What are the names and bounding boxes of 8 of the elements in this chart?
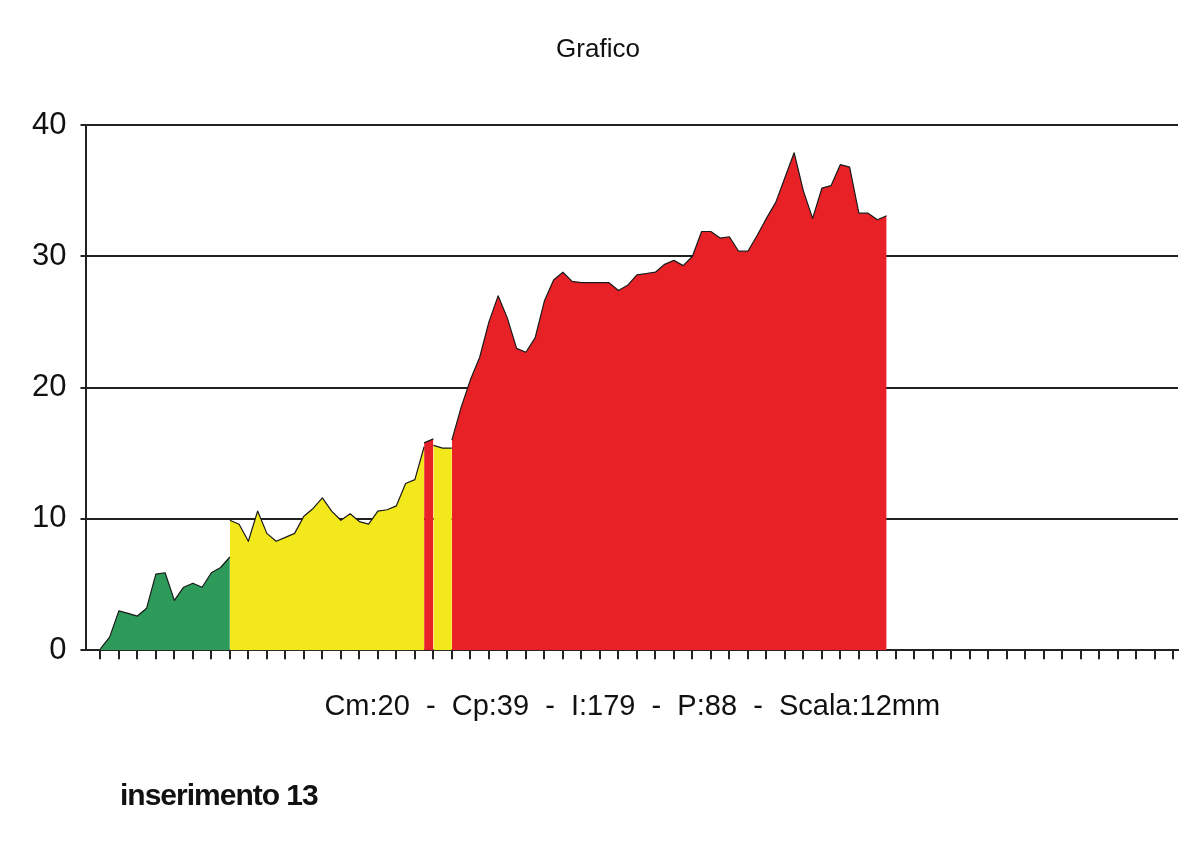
text: inserimento 13 bbox=[120, 778, 319, 812]
x-axis-title: Cm:20 - Cp:39 - I:179 - P:88 - Scala:12mm bbox=[324, 688, 941, 721]
y-tick-label: 40 bbox=[32, 105, 67, 141]
y-tick-label: 20 bbox=[32, 368, 67, 404]
y-tick-label: 10 bbox=[32, 499, 67, 535]
y-tick-label: 0 bbox=[49, 630, 67, 666]
y-tick-label: 30 bbox=[32, 237, 67, 272]
chart-title: Grafico bbox=[556, 32, 640, 63]
